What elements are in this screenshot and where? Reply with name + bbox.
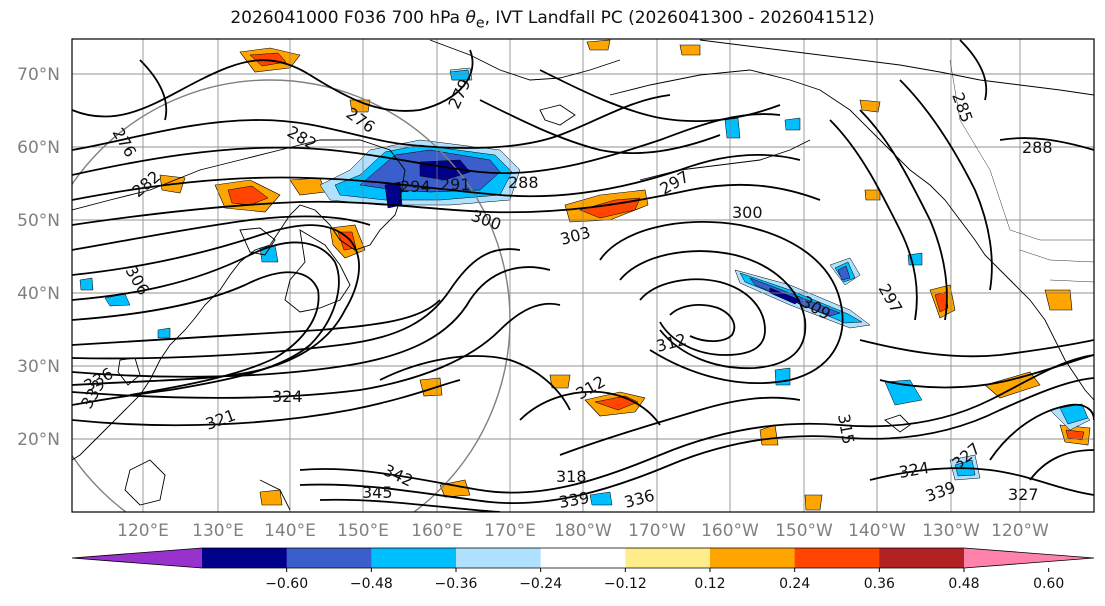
lon-label: 140°E — [264, 521, 316, 541]
colorbar-tick-label: 0.12 — [694, 576, 725, 592]
contour-label: 345 — [362, 483, 393, 502]
colorbar-tick-label: −0.36 — [435, 576, 478, 592]
graticule — [72, 39, 1094, 512]
colorbar-tick-label: −0.48 — [350, 576, 393, 592]
colorbar-segment — [371, 548, 457, 568]
colorbar-tick-label: 0.36 — [864, 576, 895, 592]
colorbar-tick-label: −0.60 — [265, 576, 308, 592]
colorbar-segment — [794, 548, 880, 568]
contour-label: 291 — [440, 175, 471, 194]
lat-label: 30°N — [17, 357, 60, 377]
colorbar-segment — [625, 548, 711, 568]
colorbar-segment — [710, 548, 796, 568]
lon-label: 130°W — [922, 521, 980, 541]
lon-label: 120°W — [991, 521, 1049, 541]
colorbar-tick-label: −0.12 — [604, 576, 647, 592]
lon-label: 170°W — [628, 521, 686, 541]
lat-label: 50°N — [17, 211, 60, 231]
theta-e-contours — [72, 39, 1094, 512]
colorbar-tick-label: 0.24 — [779, 576, 810, 592]
colorbar-segment — [286, 548, 372, 568]
map-title: 2026041000 F036 700 hPa θe, IVT Landfall… — [230, 8, 875, 32]
political-borders — [949, 59, 1094, 283]
contour-label: 294 — [400, 177, 431, 196]
lon-label: 180°W — [554, 521, 612, 541]
lon-label: 120°E — [117, 521, 169, 541]
lon-label: 160°E — [411, 521, 463, 541]
contour-label: 318 — [556, 467, 587, 486]
lat-label: 70°N — [17, 65, 60, 85]
latitude-labels: 70°N 60°N 50°N 40°N 30°N 20°N — [17, 65, 60, 450]
colorbar: −0.60 −0.48 −0.36 −0.24 −0.12 0.12 0.24 0.36 0.4… — [71, 547, 1095, 592]
colorbar-tick-label: 0.48 — [948, 576, 979, 592]
colorbar-tick-label: 0.60 — [1033, 576, 1064, 592]
contour-label: 327 — [1008, 485, 1039, 504]
colorbar-tick-label: −0.24 — [519, 576, 562, 592]
colorbar-extend-low — [72, 548, 202, 568]
lat-label: 20°N — [17, 430, 60, 450]
colorbar-segment — [540, 548, 626, 568]
colorbar-segment — [202, 548, 288, 568]
lon-label: 130°E — [192, 521, 244, 541]
longitude-labels: 120°E 130°E 140°E 150°E 160°E 170°E 180°… — [117, 521, 1049, 541]
lon-label: 160°W — [701, 521, 759, 541]
lat-label: 40°N — [17, 284, 60, 304]
contour-label: 324 — [272, 387, 303, 406]
contour-label: 288 — [508, 173, 539, 192]
colorbar-segment — [456, 548, 542, 568]
contour-label: 288 — [1022, 138, 1053, 157]
lon-label: 150°E — [337, 521, 389, 541]
map-frame — [71, 38, 1095, 513]
colorbar-extend-high — [964, 548, 1094, 568]
lon-label: 170°E — [484, 521, 536, 541]
lon-label: 150°W — [775, 521, 833, 541]
lon-label: 140°W — [848, 521, 906, 541]
lat-label: 60°N — [17, 138, 60, 158]
contour-label: 300 — [732, 203, 763, 222]
colorbar-outline — [71, 547, 1095, 569]
colorbar-segment — [879, 548, 965, 568]
